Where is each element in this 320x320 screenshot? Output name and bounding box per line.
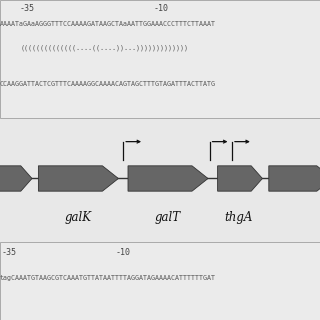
Text: -10: -10 [115,248,130,257]
Text: AAAATaGAaAGGGTTTCCAAAAGATAAGCTAaAATTGGAAACCCTTTCTTAAAT: AAAATaGAaAGGGTTTCCAAAAGATAAGCTAaAATTGGAA… [0,21,216,27]
Text: galK: galK [65,211,92,224]
Polygon shape [128,166,208,191]
Polygon shape [0,166,32,191]
Text: CCAAGGATTACTCGTTTCAAAAGGCAAAACAGTAGCTTTGTAGATTTACTTATG: CCAAGGATTACTCGTTTCAAAAGGCAAAACAGTAGCTTTG… [0,81,216,86]
Text: -10: -10 [154,4,169,12]
Text: -35: -35 [19,4,34,12]
Polygon shape [269,166,320,191]
Text: thgA: thgA [224,211,252,224]
Text: galT: galT [155,211,181,224]
Polygon shape [38,166,118,191]
Text: -35: -35 [2,248,17,257]
Polygon shape [218,166,262,191]
Text: tagCAAATGTAAGCGTCAAATGTTATAATTTTAGGATAGAAAACATTTTTTGAT: tagCAAATGTAAGCGTCAAATGTTATAATTTTAGGATAGA… [0,275,216,281]
Text: ((((((((((((((....((....))...))))))))))))): ((((((((((((((....((....))...)))))))))))… [21,45,189,52]
